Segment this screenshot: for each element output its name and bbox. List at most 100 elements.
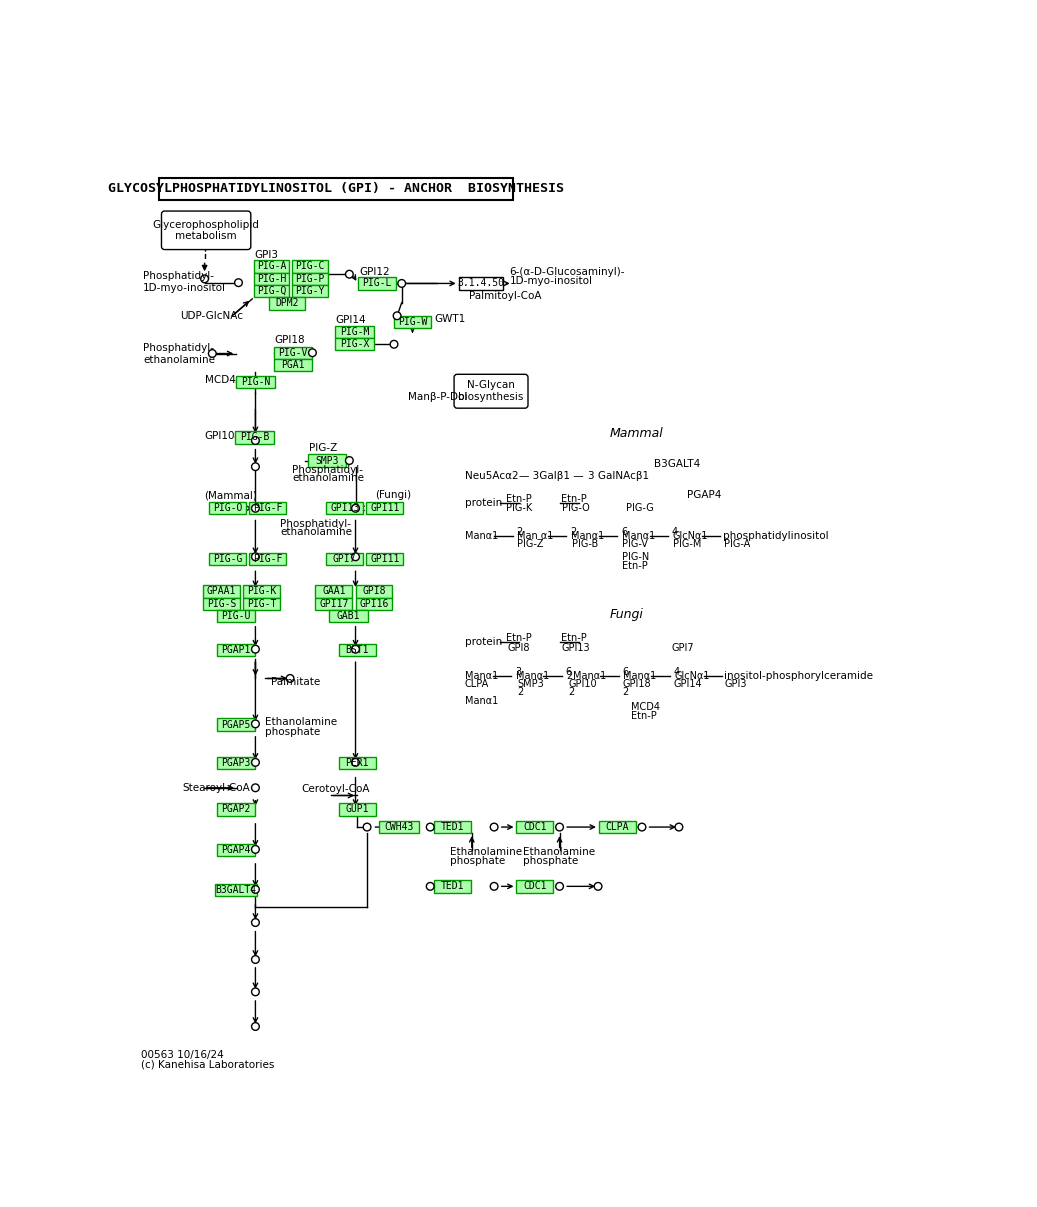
Text: MCD4: MCD4: [204, 374, 235, 385]
Text: B3GALT4: B3GALT4: [654, 460, 701, 470]
Text: GPI12: GPI12: [360, 267, 390, 276]
Bar: [315, 585, 353, 597]
Text: Manα1: Manα1: [623, 671, 656, 681]
Bar: [217, 844, 255, 856]
Text: PIG-T: PIG-T: [247, 599, 276, 608]
Text: GUP1: GUP1: [345, 804, 369, 815]
Text: GPI18: GPI18: [274, 336, 305, 345]
Text: PIG-U: PIG-U: [222, 611, 251, 622]
Text: GPI13: GPI13: [330, 503, 360, 513]
Text: (c) Kanehisa Laboratories: (c) Kanehisa Laboratories: [141, 1060, 275, 1069]
Text: CWH43: CWH43: [384, 822, 414, 832]
Text: GlcNα1: GlcNα1: [673, 531, 708, 541]
Bar: [336, 326, 374, 338]
Circle shape: [390, 340, 398, 348]
Text: Stearoyl-CoA: Stearoyl-CoA: [183, 783, 250, 793]
Text: Neu5Acα2: Neu5Acα2: [465, 471, 518, 480]
Text: Phosphatidyl-
1D-myo-inositol: Phosphatidyl- 1D-myo-inositol: [143, 272, 226, 293]
Circle shape: [675, 823, 682, 830]
Text: CDC1: CDC1: [524, 822, 546, 832]
Bar: [203, 597, 240, 610]
Text: Etn-P: Etn-P: [622, 561, 648, 571]
Text: GLYCOSYLPHOSPHATIDYLINOSITOL (GPI) - ANCHOR  BIOSYNTHESIS: GLYCOSYLPHOSPHATIDYLINOSITOL (GPI) - ANC…: [108, 182, 564, 196]
Text: PIG-Z: PIG-Z: [517, 538, 543, 549]
Circle shape: [594, 882, 601, 891]
Circle shape: [309, 349, 316, 356]
Circle shape: [426, 823, 435, 830]
Text: SMP3: SMP3: [315, 455, 339, 466]
Bar: [249, 553, 286, 565]
Text: Phosphatidyl-: Phosphatidyl-: [292, 465, 363, 474]
Text: PIG-A: PIG-A: [724, 538, 750, 549]
Text: Etn-P: Etn-P: [506, 494, 531, 505]
Text: B3GALT4: B3GALT4: [216, 885, 257, 896]
Bar: [366, 502, 403, 514]
Text: GPI7: GPI7: [671, 642, 694, 653]
Bar: [274, 346, 312, 358]
Circle shape: [252, 462, 259, 471]
Text: PGA1: PGA1: [281, 360, 305, 371]
Circle shape: [426, 882, 435, 891]
Circle shape: [252, 783, 259, 792]
Text: GPI10: GPI10: [204, 431, 235, 441]
Text: BST1: BST1: [345, 645, 369, 655]
Circle shape: [252, 846, 259, 853]
Text: 3.1.4.50: 3.1.4.50: [457, 279, 505, 288]
Bar: [203, 585, 240, 597]
Circle shape: [252, 505, 259, 512]
Bar: [217, 610, 255, 623]
Text: PGAP1: PGAP1: [222, 645, 251, 655]
Text: GPI11: GPI11: [370, 554, 399, 564]
Bar: [308, 454, 346, 467]
Bar: [209, 502, 246, 514]
Text: Manα1: Manα1: [571, 531, 605, 541]
Circle shape: [556, 823, 563, 830]
Text: 6: 6: [621, 527, 627, 537]
Text: PIG-H: PIG-H: [257, 274, 286, 284]
Text: Mammal: Mammal: [610, 427, 664, 441]
Text: 2: 2: [568, 687, 574, 696]
Bar: [330, 610, 368, 623]
Bar: [394, 316, 431, 328]
Circle shape: [352, 553, 360, 560]
Bar: [327, 502, 363, 514]
Text: PIG-W: PIG-W: [398, 317, 427, 327]
Text: PIG-Q: PIG-Q: [257, 286, 286, 296]
Circle shape: [252, 437, 259, 444]
Bar: [315, 597, 353, 610]
Circle shape: [556, 882, 563, 891]
Bar: [235, 431, 274, 444]
Text: 00563 10/16/24: 00563 10/16/24: [141, 1050, 224, 1060]
Bar: [435, 880, 471, 892]
Text: PIG-F: PIG-F: [253, 554, 282, 564]
Text: phosphatidylinositol: phosphatidylinositol: [723, 531, 829, 541]
Circle shape: [252, 886, 259, 893]
Text: Etn-P: Etn-P: [561, 494, 587, 505]
Text: PIG-O: PIG-O: [213, 503, 243, 513]
Text: GPI7: GPI7: [333, 554, 357, 564]
Bar: [338, 757, 375, 769]
Text: PER1: PER1: [345, 758, 369, 768]
Text: ethanolamine: ethanolamine: [280, 527, 352, 537]
Text: Palmitate: Palmitate: [271, 677, 320, 687]
Text: Manα1: Manα1: [465, 695, 498, 706]
Text: PIG-C: PIG-C: [296, 262, 325, 272]
Circle shape: [201, 275, 208, 282]
Circle shape: [234, 279, 243, 286]
Text: PIG-M: PIG-M: [340, 327, 369, 337]
Text: Phosphatidyl-: Phosphatidyl-: [280, 519, 352, 529]
Circle shape: [208, 350, 216, 357]
Circle shape: [491, 823, 498, 830]
Text: PGAP2: PGAP2: [222, 804, 251, 815]
Text: 2: 2: [566, 671, 572, 681]
Bar: [356, 585, 392, 597]
Circle shape: [352, 758, 360, 766]
Text: GAA1: GAA1: [323, 587, 345, 596]
Bar: [159, 177, 513, 199]
Text: GlcNα1: GlcNα1: [674, 671, 709, 681]
Text: PIG-Y: PIG-Y: [296, 286, 325, 296]
Bar: [249, 502, 286, 514]
Text: 2: 2: [622, 687, 629, 696]
Text: Manβ-P-Dol: Manβ-P-Dol: [408, 392, 468, 402]
Bar: [358, 278, 396, 290]
